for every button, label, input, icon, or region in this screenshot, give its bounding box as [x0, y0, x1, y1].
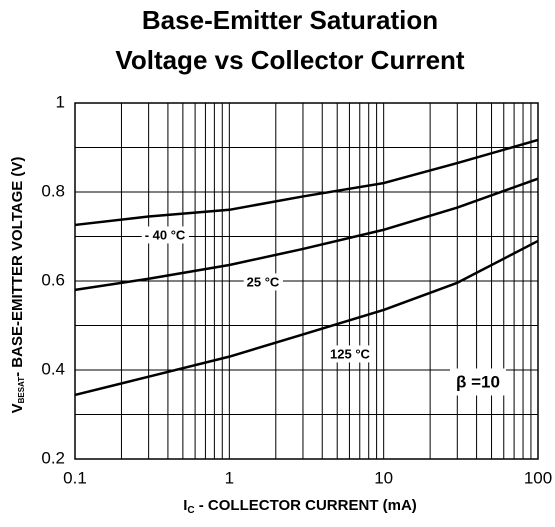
- chart-title: Voltage vs Collector Current: [115, 45, 464, 75]
- x-tick-label: 100: [524, 468, 552, 487]
- y-tick-label: 0.6: [41, 270, 65, 289]
- y-tick-label: 0.2: [41, 448, 65, 467]
- chart-title: Base-Emitter Saturation: [142, 5, 438, 35]
- series-line: [74, 239, 539, 397]
- y-label-main: V: [9, 403, 26, 413]
- x-axis-label: IC - COLLECTOR CURRENT (mA): [183, 497, 417, 516]
- y-tick-label: 1: [56, 92, 65, 111]
- series-label: - 40 °C: [145, 227, 186, 242]
- series-label: 125 °C: [330, 346, 371, 361]
- y-axis-label: VBESAT- BASE-EMITTER VOLTAGE (V): [9, 157, 26, 414]
- series-label-bg: [327, 345, 374, 363]
- x-label-main: I: [183, 497, 187, 514]
- series-label-bg: [141, 226, 189, 244]
- x-tick-label: 1: [225, 468, 234, 487]
- plot-frame: [74, 102, 539, 460]
- x-tick-label: 10: [374, 468, 393, 487]
- series-line: [74, 177, 539, 292]
- y-label-sub: BESAT: [17, 377, 26, 404]
- y-tick-label: 0.8: [41, 181, 65, 200]
- annotation: β =10: [456, 372, 500, 391]
- y-label-rest: - BASE-EMITTER VOLTAGE (V): [9, 157, 26, 377]
- x-label-rest: - COLLECTOR CURRENT (mA): [195, 497, 417, 514]
- series-label: 25 °C: [247, 274, 280, 289]
- x-label-sub: C: [187, 505, 194, 516]
- series-line: [74, 138, 539, 227]
- y-tick-label: 0.4: [41, 359, 65, 378]
- x-tick-label: 0.1: [63, 468, 87, 487]
- annotation-bg: [450, 368, 506, 396]
- series-label-bg: [243, 273, 283, 291]
